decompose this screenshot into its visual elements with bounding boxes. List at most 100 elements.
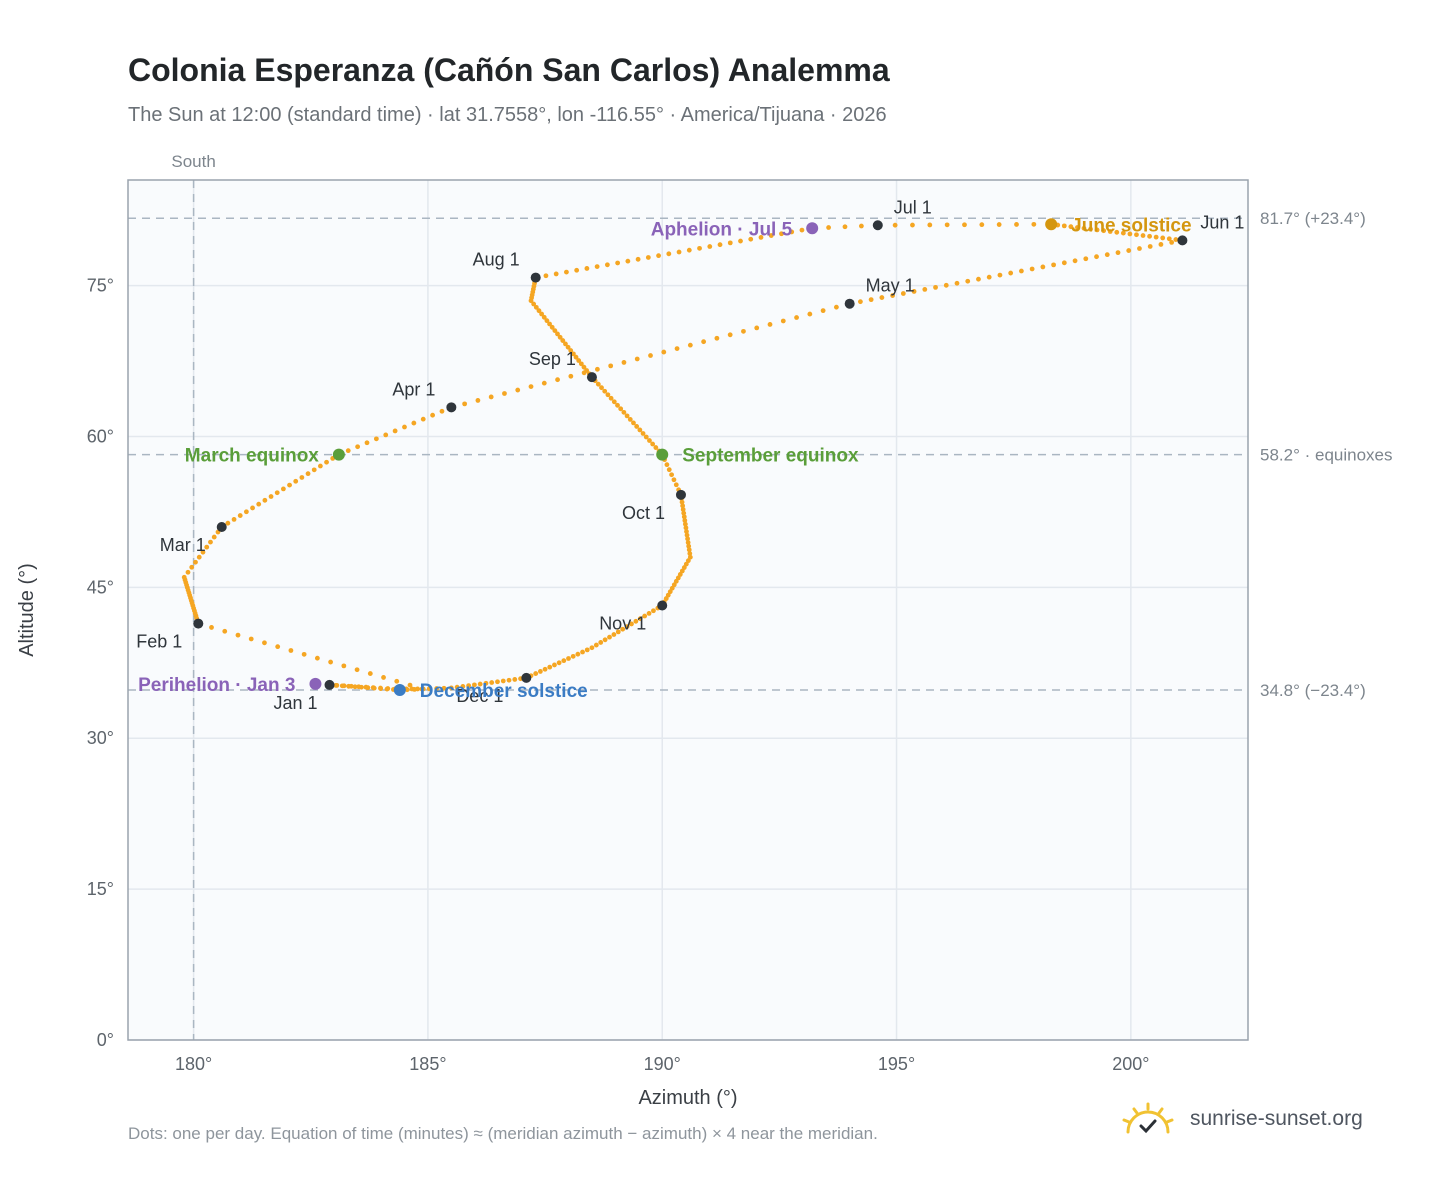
daily-sun-dot — [262, 640, 267, 646]
daily-sun-dot — [741, 328, 746, 334]
daily-sun-dot — [965, 278, 971, 284]
daily-sun-dot — [563, 341, 568, 347]
daily-sun-dot — [686, 543, 692, 549]
daily-sun-dot — [441, 685, 447, 691]
daily-sun-dot — [250, 505, 255, 511]
daily-sun-dot — [1126, 248, 1132, 253]
daily-sun-dot — [407, 682, 413, 688]
daily-sun-dot — [1140, 233, 1146, 238]
daily-sun-dot — [549, 324, 555, 330]
daily-sun-dot — [204, 544, 210, 550]
daily-sun-dot — [780, 318, 786, 324]
daily-sun-dot — [1083, 256, 1089, 262]
daily-sun-dot — [637, 427, 643, 433]
brand[interactable]: sunrise-sunset.org — [1120, 1102, 1363, 1136]
daily-sun-dot — [679, 499, 685, 505]
daily-sun-dot — [1061, 260, 1067, 266]
daily-sun-dot — [404, 687, 410, 693]
daily-sun-dot — [248, 636, 254, 642]
daily-sun-dot — [568, 373, 574, 379]
daily-sun-dot — [483, 680, 489, 686]
daily-sun-dot — [200, 549, 206, 555]
daily-sun-dot — [687, 342, 693, 348]
daily-sun-dot — [225, 520, 231, 526]
daily-sun-dot — [1173, 237, 1179, 242]
daily-sun-dot — [193, 559, 198, 565]
daily-sun-dot — [738, 238, 743, 244]
daily-sun-dot — [664, 462, 670, 468]
daily-sun-dot — [237, 513, 243, 518]
daily-sun-dot — [1137, 246, 1142, 251]
daily-sun-dot — [673, 482, 679, 488]
daily-sun-dot — [1120, 230, 1126, 236]
month-label: Jul 1 — [894, 197, 932, 217]
daily-sun-dot — [243, 509, 249, 515]
chart-title: Colonia Esperanza (Cañón San Carlos) Ana… — [128, 52, 890, 88]
daily-sun-dot — [426, 686, 432, 692]
daily-sun-dot — [584, 647, 590, 653]
daily-sun-dot — [794, 315, 799, 320]
month-label: Jun 1 — [1200, 212, 1244, 232]
daily-sun-dot — [574, 267, 580, 273]
daily-sun-dot — [758, 235, 764, 240]
daily-sun-dot — [599, 385, 604, 391]
daily-sun-dot — [345, 448, 351, 454]
daily-sun-dot — [364, 440, 370, 446]
daily-sun-dot — [575, 651, 581, 657]
daily-sun-dot — [779, 231, 784, 237]
daily-sun-dot — [328, 659, 334, 665]
daily-sun-dot — [495, 679, 500, 685]
daily-sun-dot — [997, 272, 1003, 278]
daily-sun-dot — [566, 656, 571, 661]
daily-sun-dot — [359, 684, 364, 690]
daily-sun-dot — [682, 521, 688, 527]
daily-sun-dot — [561, 658, 567, 664]
daily-sun-dot — [235, 632, 241, 638]
daily-sun-dot — [714, 335, 720, 341]
daily-sun-dot — [1166, 236, 1172, 242]
daily-sun-dot — [419, 686, 425, 692]
daily-sun-dot — [602, 388, 608, 394]
daily-sun-dot — [842, 224, 848, 230]
daily-sun-dot — [1081, 225, 1087, 231]
daily-sun-dot — [643, 434, 649, 440]
daily-sun-dot — [621, 360, 627, 365]
daily-sun-dot — [944, 222, 950, 228]
month-marker-dot — [1177, 235, 1188, 246]
daily-sun-dot — [892, 222, 898, 228]
daily-sun-dot — [624, 413, 630, 419]
daily-sun-dot — [727, 240, 733, 246]
daily-sun-dot — [1075, 225, 1080, 230]
month-marker-dot — [586, 372, 597, 383]
daily-sun-dot — [314, 655, 320, 661]
daily-sun-dot — [354, 667, 360, 673]
daily-sun-dot — [598, 640, 604, 645]
daily-sun-dot — [1008, 270, 1014, 276]
daily-sun-dot — [568, 348, 574, 353]
daily-sun-dot — [189, 564, 195, 570]
y-tick-label: 30° — [87, 728, 114, 748]
daily-sun-dot — [293, 478, 299, 484]
month-label: Sep 1 — [529, 349, 576, 369]
daily-sun-dot — [584, 266, 590, 271]
daily-sun-dot — [506, 677, 512, 683]
daily-sun-dot — [411, 420, 417, 426]
event-label: Perihelion · Jan 3 — [138, 675, 295, 696]
daily-sun-dot — [555, 377, 560, 383]
daily-sun-dot — [618, 406, 624, 412]
daily-sun-dot — [301, 651, 307, 657]
daily-sun-dot — [595, 381, 601, 387]
daily-sun-dot — [556, 660, 562, 666]
x-tick-label: 195° — [878, 1054, 915, 1074]
daily-sun-dot — [402, 424, 407, 430]
daily-sun-dot — [185, 569, 191, 575]
daily-sun-dot — [799, 227, 805, 233]
daily-sun-dot — [371, 685, 377, 691]
daily-sun-dot — [1014, 222, 1019, 227]
daily-sun-dot — [515, 387, 521, 393]
month-marker-dot — [521, 672, 532, 683]
daily-sun-dot — [768, 233, 774, 238]
daily-sun-dot — [454, 684, 460, 690]
daily-sun-dot — [477, 681, 483, 687]
